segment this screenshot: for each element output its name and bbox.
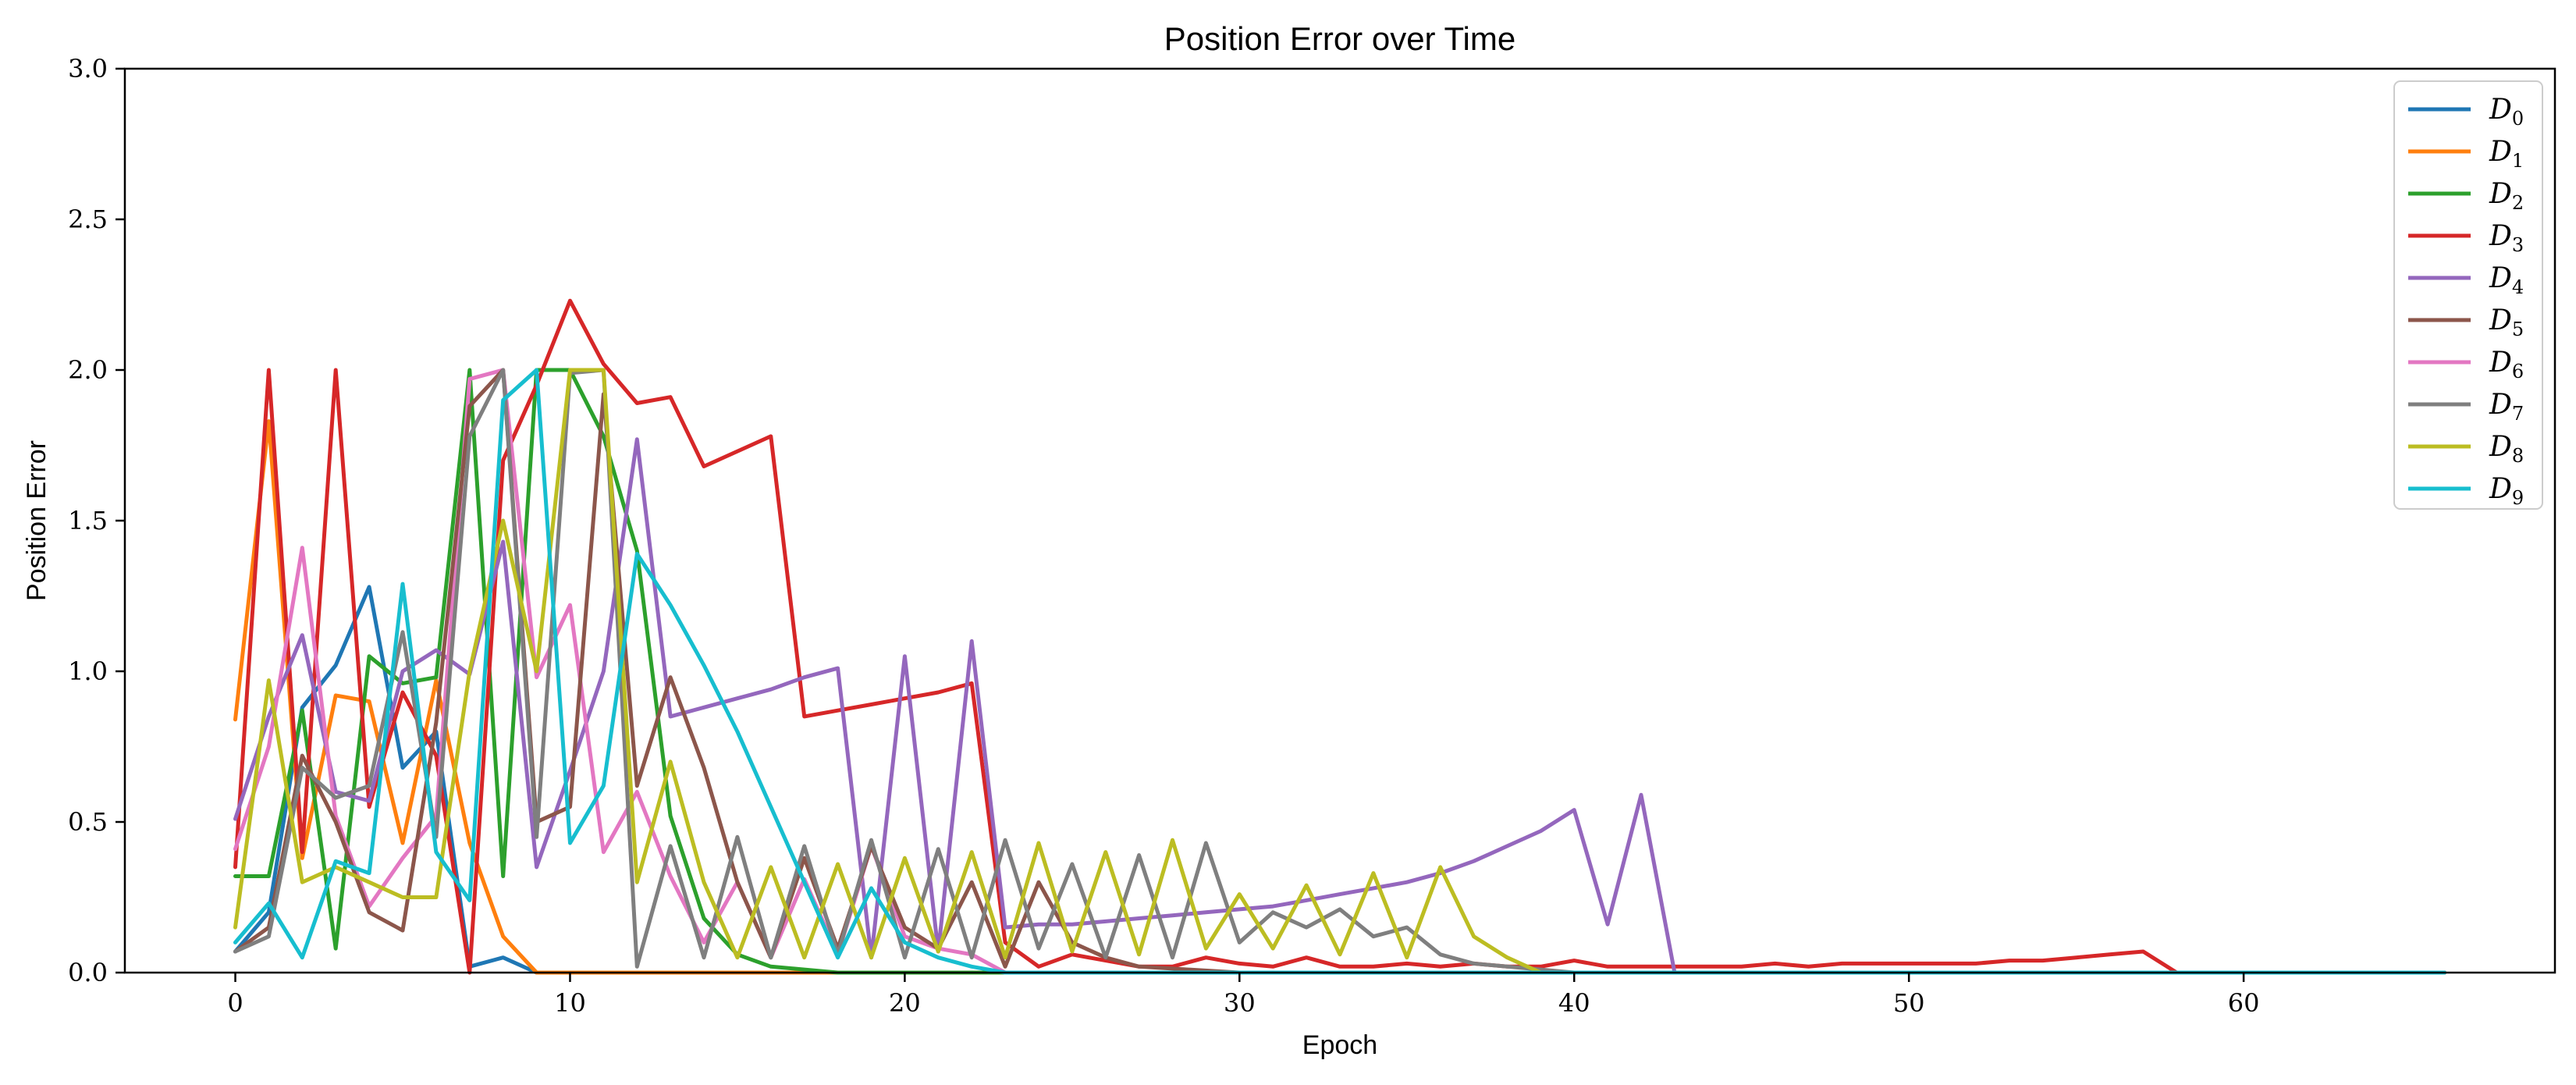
y-tick-label: 0.0 [68,958,108,987]
legend-box [2393,80,2543,510]
y-axis-ticks: 0.0 0.5 1.0 1.5 2.0 2.5 3.0 [68,54,125,987]
x-axis-ticks: 0 10 20 30 40 50 60 [227,973,2259,1018]
y-axis-label: Position Error [22,440,52,601]
series-line-d2 [233,368,2446,975]
series-line-d5 [233,368,2446,975]
x-tick-label: 20 [889,988,921,1018]
plot-area [123,67,2556,975]
series-line-d4 [233,437,2446,975]
x-tick-label: 50 [1893,988,1925,1018]
series-line-d9 [233,368,2446,975]
series-line-d1 [233,419,2446,975]
x-tick-label: 0 [227,988,243,1018]
series-line-d8 [233,368,2446,975]
y-tick-label: 1.0 [68,656,108,686]
x-tick-label: 60 [2228,988,2260,1018]
x-tick-label: 10 [554,988,586,1018]
chart-title: Position Error over Time [1164,20,1515,57]
y-tick-label: 1.5 [68,506,108,535]
series-line-d6 [233,368,2446,975]
y-tick-label: 3.0 [68,54,108,84]
x-axis-label: Epoch [1302,1030,1377,1060]
y-tick-label: 0.5 [68,807,108,837]
legend-label-d0: D0 [2489,94,2524,130]
x-tick-label: 40 [1558,988,1590,1018]
legend-label-d8: D8 [2489,431,2524,467]
series-line-d7 [233,368,2446,975]
series-line-d3 [233,298,2446,975]
legend-label-d1: D1 [2489,136,2524,172]
series-lines [233,298,2446,975]
plot-frame [123,67,2556,974]
y-tick-label: 2.5 [68,205,108,234]
y-tick-label: 2.0 [68,355,108,385]
x-tick-label: 30 [1224,988,1256,1018]
